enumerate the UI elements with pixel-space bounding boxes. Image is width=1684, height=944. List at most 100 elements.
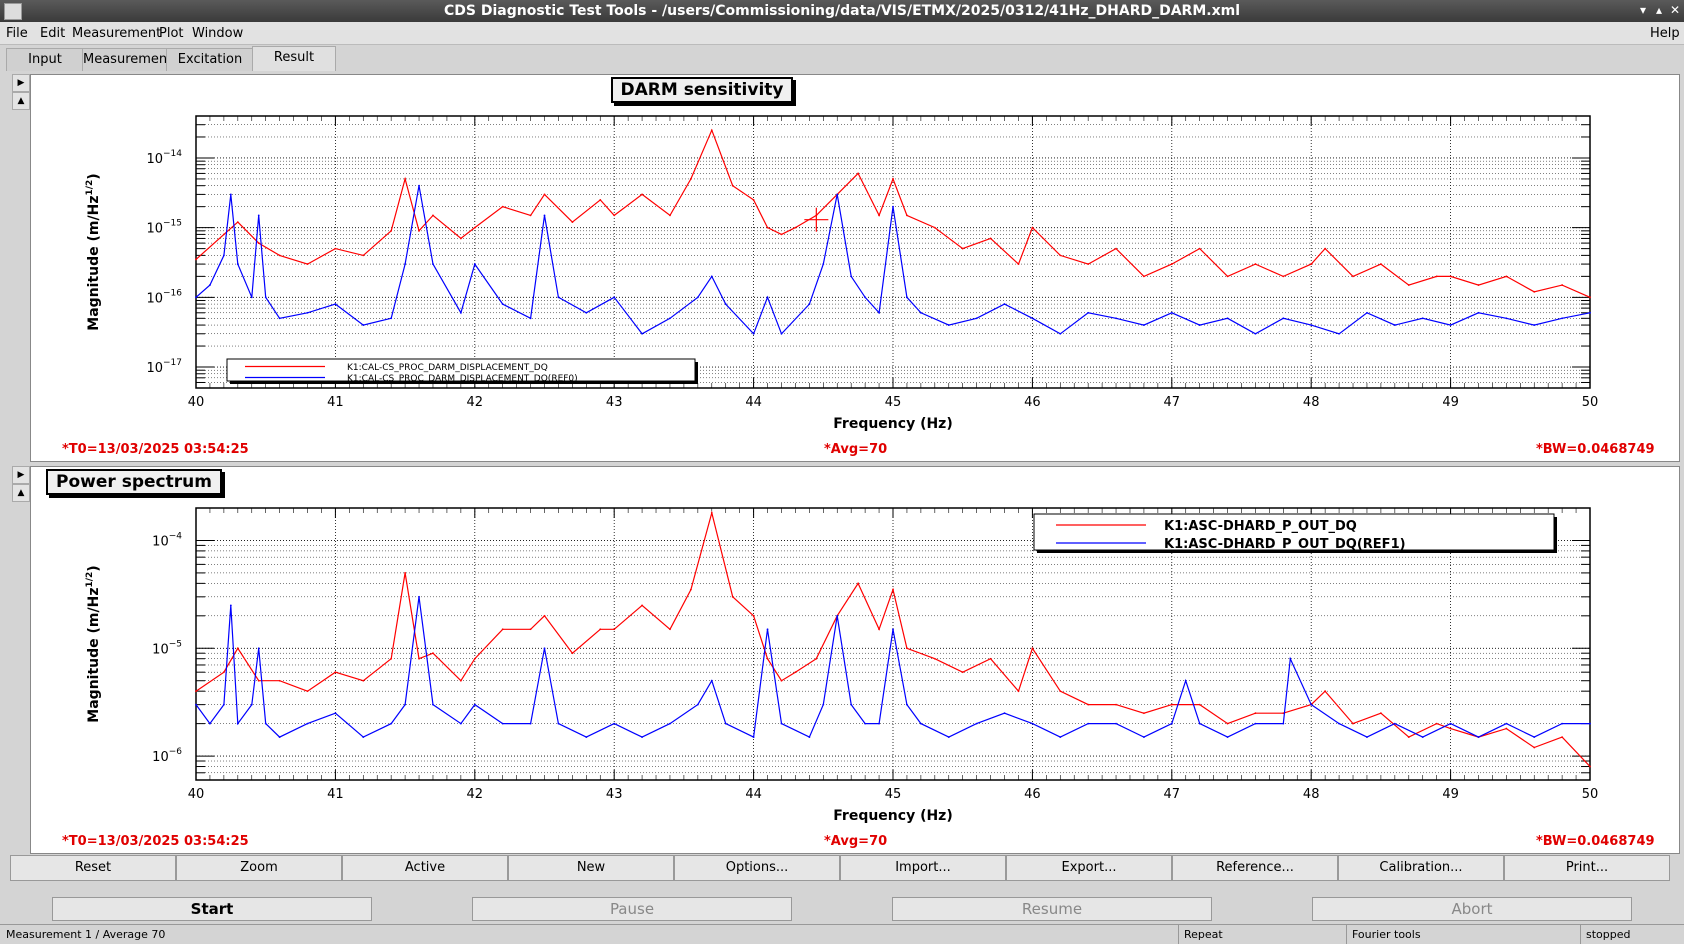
data-point bbox=[1324, 247, 1327, 250]
menu-plot[interactable]: Plot bbox=[159, 26, 184, 41]
data-point bbox=[1170, 703, 1173, 706]
data-point bbox=[1170, 311, 1173, 314]
data-point bbox=[808, 736, 811, 738]
data-point bbox=[1031, 226, 1034, 229]
data-point bbox=[878, 311, 880, 314]
power-spectrum-chart[interactable]: 40 41 42 43 44 45 46 47 48 49 50 10−4 10−5 10−6 Freque… bbox=[30, 492, 1678, 837]
data-point bbox=[989, 237, 992, 240]
data-point bbox=[404, 703, 406, 706]
plot-title-power: Power spectrum bbox=[46, 469, 222, 495]
data-point bbox=[264, 722, 267, 725]
x-tick-label: 40 bbox=[188, 787, 205, 802]
data-point bbox=[1380, 263, 1382, 265]
data-point bbox=[1170, 263, 1173, 265]
data-point bbox=[1421, 736, 1424, 738]
legend-label: K1:CAL-CS_PROC_DARM_DISPLACEMENT_DQ(REF0… bbox=[347, 374, 578, 384]
data-point bbox=[1561, 722, 1564, 725]
menu-help[interactable]: Help bbox=[1650, 26, 1680, 41]
data-point bbox=[557, 722, 560, 725]
data-point bbox=[306, 263, 309, 265]
data-point bbox=[257, 679, 260, 682]
data-point bbox=[857, 582, 860, 585]
y-tick-label: 10−6 bbox=[152, 747, 182, 765]
data-point bbox=[1087, 722, 1090, 725]
x-tick-label: 48 bbox=[1303, 395, 1320, 410]
data-point bbox=[1198, 722, 1201, 725]
options-button[interactable]: Options... bbox=[674, 855, 840, 881]
expand-arrow-icon-2[interactable]: ▶ bbox=[12, 466, 30, 484]
y-tick-label: 10−4 bbox=[152, 531, 182, 549]
tab-input[interactable]: Input bbox=[6, 48, 84, 71]
data-point bbox=[209, 284, 211, 286]
data-point bbox=[822, 263, 825, 265]
collapse-arrow-icon-2[interactable]: ▲ bbox=[12, 484, 30, 502]
x-tick-label: 45 bbox=[885, 787, 902, 802]
resume-button[interactable]: Resume bbox=[892, 897, 1212, 921]
x-tick-label: 41 bbox=[327, 787, 344, 802]
close-icon[interactable]: ✕ bbox=[1669, 3, 1681, 17]
data-point bbox=[334, 712, 337, 715]
data-point bbox=[669, 628, 671, 631]
tab-measurement[interactable]: Measurement bbox=[82, 48, 172, 71]
data-point bbox=[473, 657, 476, 660]
data-point bbox=[857, 172, 860, 175]
import-button[interactable]: Import... bbox=[840, 855, 1006, 881]
export-button[interactable]: Export... bbox=[1006, 855, 1172, 881]
menu-edit[interactable]: Edit bbox=[40, 26, 66, 41]
data-point bbox=[710, 129, 713, 132]
x-tick-label: 48 bbox=[1303, 787, 1320, 802]
data-point bbox=[306, 690, 309, 693]
maximize-icon[interactable]: ▴ bbox=[1655, 3, 1663, 17]
data-point bbox=[418, 595, 420, 598]
menu-measurement[interactable]: Measurement bbox=[72, 26, 162, 41]
data-point bbox=[613, 722, 616, 725]
calibration-button[interactable]: Calibration... bbox=[1338, 855, 1504, 881]
data-point bbox=[1561, 284, 1564, 286]
reset-button[interactable]: Reset bbox=[10, 855, 176, 881]
new-button[interactable]: New bbox=[508, 855, 674, 881]
data-point bbox=[989, 657, 992, 660]
abort-button[interactable]: Abort bbox=[1312, 897, 1632, 921]
data-point bbox=[1289, 657, 1292, 660]
data-point bbox=[529, 317, 532, 320]
x-tick-label: 42 bbox=[467, 395, 484, 410]
expand-arrow-icon[interactable]: ▶ bbox=[12, 74, 30, 92]
data-point bbox=[1059, 690, 1062, 693]
tab-result[interactable]: Result bbox=[252, 46, 336, 71]
minimize-icon[interactable]: ▾ bbox=[1639, 3, 1647, 17]
data-point bbox=[529, 722, 532, 725]
data-point bbox=[1589, 765, 1591, 768]
status-measurement: Measurement 1 / Average 70 bbox=[6, 928, 166, 941]
data-point bbox=[229, 604, 232, 607]
data-point bbox=[1533, 290, 1536, 293]
active-button[interactable]: Active bbox=[342, 855, 508, 881]
menu-window[interactable]: Window bbox=[192, 26, 244, 41]
tab-excitation[interactable]: Excitation bbox=[166, 48, 254, 71]
pause-button[interactable]: Pause bbox=[472, 897, 792, 921]
window-title: CDS Diagnostic Test Tools - /users/Commi… bbox=[444, 3, 1240, 19]
y-axis-label: Magnitude (m/Hz1/2) bbox=[85, 565, 102, 722]
data-point bbox=[571, 221, 574, 224]
data-point bbox=[257, 242, 260, 245]
data-point bbox=[432, 214, 434, 217]
data-point bbox=[1184, 679, 1187, 682]
darm-sensitivity-chart[interactable]: 40 41 42 43 44 45 46 47 48 49 50 10−14 10−15 10−16 10−… bbox=[30, 100, 1678, 445]
reference-button[interactable]: Reference... bbox=[1172, 855, 1338, 881]
window-menu-icon[interactable] bbox=[4, 3, 22, 20]
start-button[interactable]: Start bbox=[52, 897, 372, 921]
data-point bbox=[1505, 722, 1508, 725]
data-point bbox=[724, 722, 727, 725]
data-point bbox=[878, 214, 880, 217]
status-bar: Measurement 1 / Average 70 Repeat Fourie… bbox=[0, 924, 1684, 944]
data-point bbox=[1254, 722, 1257, 725]
data-point bbox=[418, 184, 420, 187]
collapse-arrow-icon[interactable]: ▲ bbox=[12, 92, 30, 110]
menu-file[interactable]: File bbox=[6, 26, 28, 41]
data-point bbox=[1477, 311, 1480, 314]
print-button[interactable]: Print... bbox=[1504, 855, 1670, 881]
data-point bbox=[1561, 736, 1564, 738]
x-tick-label: 46 bbox=[1024, 395, 1041, 410]
data-point bbox=[710, 512, 713, 514]
zoom-button[interactable]: Zoom bbox=[176, 855, 342, 881]
data-point bbox=[1449, 275, 1452, 278]
